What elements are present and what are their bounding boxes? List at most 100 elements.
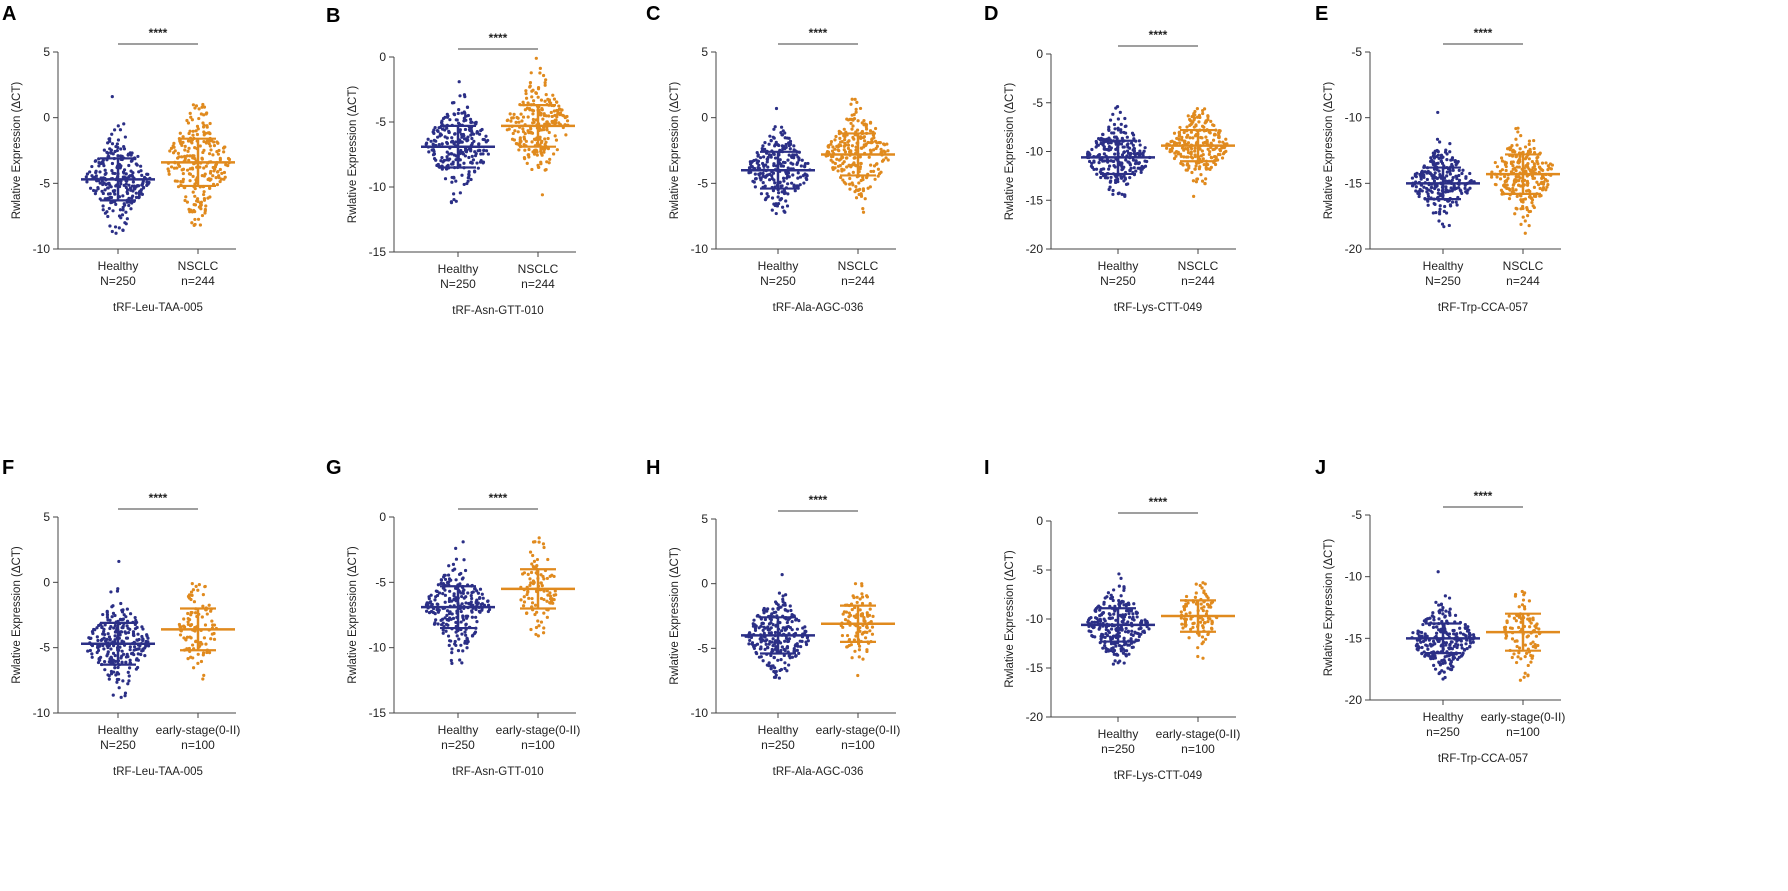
data-point xyxy=(1504,636,1508,640)
data-point xyxy=(1204,177,1208,181)
x-axis-title: tRF-Asn-GTT-010 xyxy=(452,305,543,317)
data-point xyxy=(460,173,464,177)
data-point xyxy=(846,143,851,147)
data-point xyxy=(432,131,436,135)
data-point xyxy=(106,645,110,650)
data-point xyxy=(1455,174,1459,179)
data-point xyxy=(173,149,177,153)
data-point xyxy=(1193,149,1197,153)
category-count: N=250 xyxy=(100,274,136,288)
data-point xyxy=(1505,183,1509,187)
data-point xyxy=(803,161,808,166)
data-point xyxy=(186,611,190,616)
data-point xyxy=(1122,588,1126,593)
data-point xyxy=(1189,627,1193,631)
data-point xyxy=(470,596,474,601)
data-point xyxy=(850,656,854,660)
data-point xyxy=(526,115,530,119)
data-point xyxy=(842,160,846,164)
data-point xyxy=(530,89,534,93)
data-point xyxy=(791,153,795,157)
y-tick-label: -10 xyxy=(369,180,387,194)
data-point xyxy=(1447,179,1451,183)
data-point xyxy=(461,649,465,653)
data-point xyxy=(854,196,859,200)
data-point xyxy=(514,141,518,146)
data-point xyxy=(1465,646,1469,651)
data-point xyxy=(1530,201,1534,205)
data-point xyxy=(438,134,442,138)
data-point xyxy=(474,607,478,612)
data-point xyxy=(1201,157,1205,161)
data-point xyxy=(211,174,215,178)
data-point xyxy=(1452,184,1456,188)
data-point xyxy=(762,164,766,168)
data-point xyxy=(529,581,533,585)
data-point xyxy=(785,669,789,673)
data-point xyxy=(517,120,521,124)
data-point xyxy=(517,148,521,152)
data-point xyxy=(227,157,232,162)
data-point xyxy=(1122,174,1126,178)
data-point xyxy=(436,162,440,167)
data-point xyxy=(202,196,207,201)
data-point xyxy=(857,655,861,659)
data-point xyxy=(1139,626,1143,630)
series-healthy xyxy=(81,559,155,699)
data-point xyxy=(768,134,772,138)
y-axis-title: Rwlative Expression (ΔCT) xyxy=(347,86,359,224)
series-disease xyxy=(161,102,235,227)
data-point xyxy=(865,648,869,652)
data-point xyxy=(858,597,862,601)
data-point xyxy=(1090,633,1094,638)
data-point xyxy=(143,654,147,658)
data-point xyxy=(1134,169,1138,173)
data-point xyxy=(756,159,760,163)
data-point xyxy=(773,666,777,670)
data-point xyxy=(1123,649,1127,653)
data-point xyxy=(1515,639,1519,643)
data-point xyxy=(96,638,100,643)
data-point xyxy=(204,141,208,145)
data-point xyxy=(441,617,445,621)
data-point xyxy=(1131,158,1136,162)
data-point xyxy=(175,179,179,183)
significance-label: **** xyxy=(809,26,828,40)
category-count: n=244 xyxy=(1506,274,1540,288)
data-point xyxy=(772,655,776,660)
data-point xyxy=(530,95,534,99)
data-point xyxy=(107,660,111,664)
data-point xyxy=(1431,643,1435,647)
data-point xyxy=(463,630,467,634)
data-point xyxy=(450,180,454,184)
data-point xyxy=(1116,126,1120,130)
data-point xyxy=(798,639,802,643)
data-point xyxy=(1525,635,1529,639)
data-point xyxy=(451,562,456,566)
data-point xyxy=(1442,225,1446,229)
data-point xyxy=(90,174,94,178)
data-point xyxy=(863,197,867,201)
data-point xyxy=(1444,641,1449,645)
data-point xyxy=(176,185,181,189)
data-point xyxy=(764,609,768,613)
data-point xyxy=(431,142,435,146)
data-point xyxy=(1458,626,1462,630)
data-point xyxy=(1138,149,1142,153)
data-point xyxy=(1500,168,1505,172)
data-point xyxy=(447,130,451,135)
data-point xyxy=(103,168,107,172)
data-point xyxy=(1123,630,1128,634)
data-point xyxy=(1514,660,1519,665)
data-point xyxy=(1514,188,1518,192)
data-point xyxy=(1450,640,1454,644)
data-point xyxy=(94,189,98,193)
data-point xyxy=(1220,156,1225,160)
data-point xyxy=(181,177,185,181)
data-point xyxy=(1437,603,1441,607)
data-point xyxy=(1461,632,1465,636)
data-point xyxy=(838,136,842,141)
data-point xyxy=(1507,187,1511,191)
data-point xyxy=(866,186,870,190)
data-point xyxy=(1429,156,1433,160)
